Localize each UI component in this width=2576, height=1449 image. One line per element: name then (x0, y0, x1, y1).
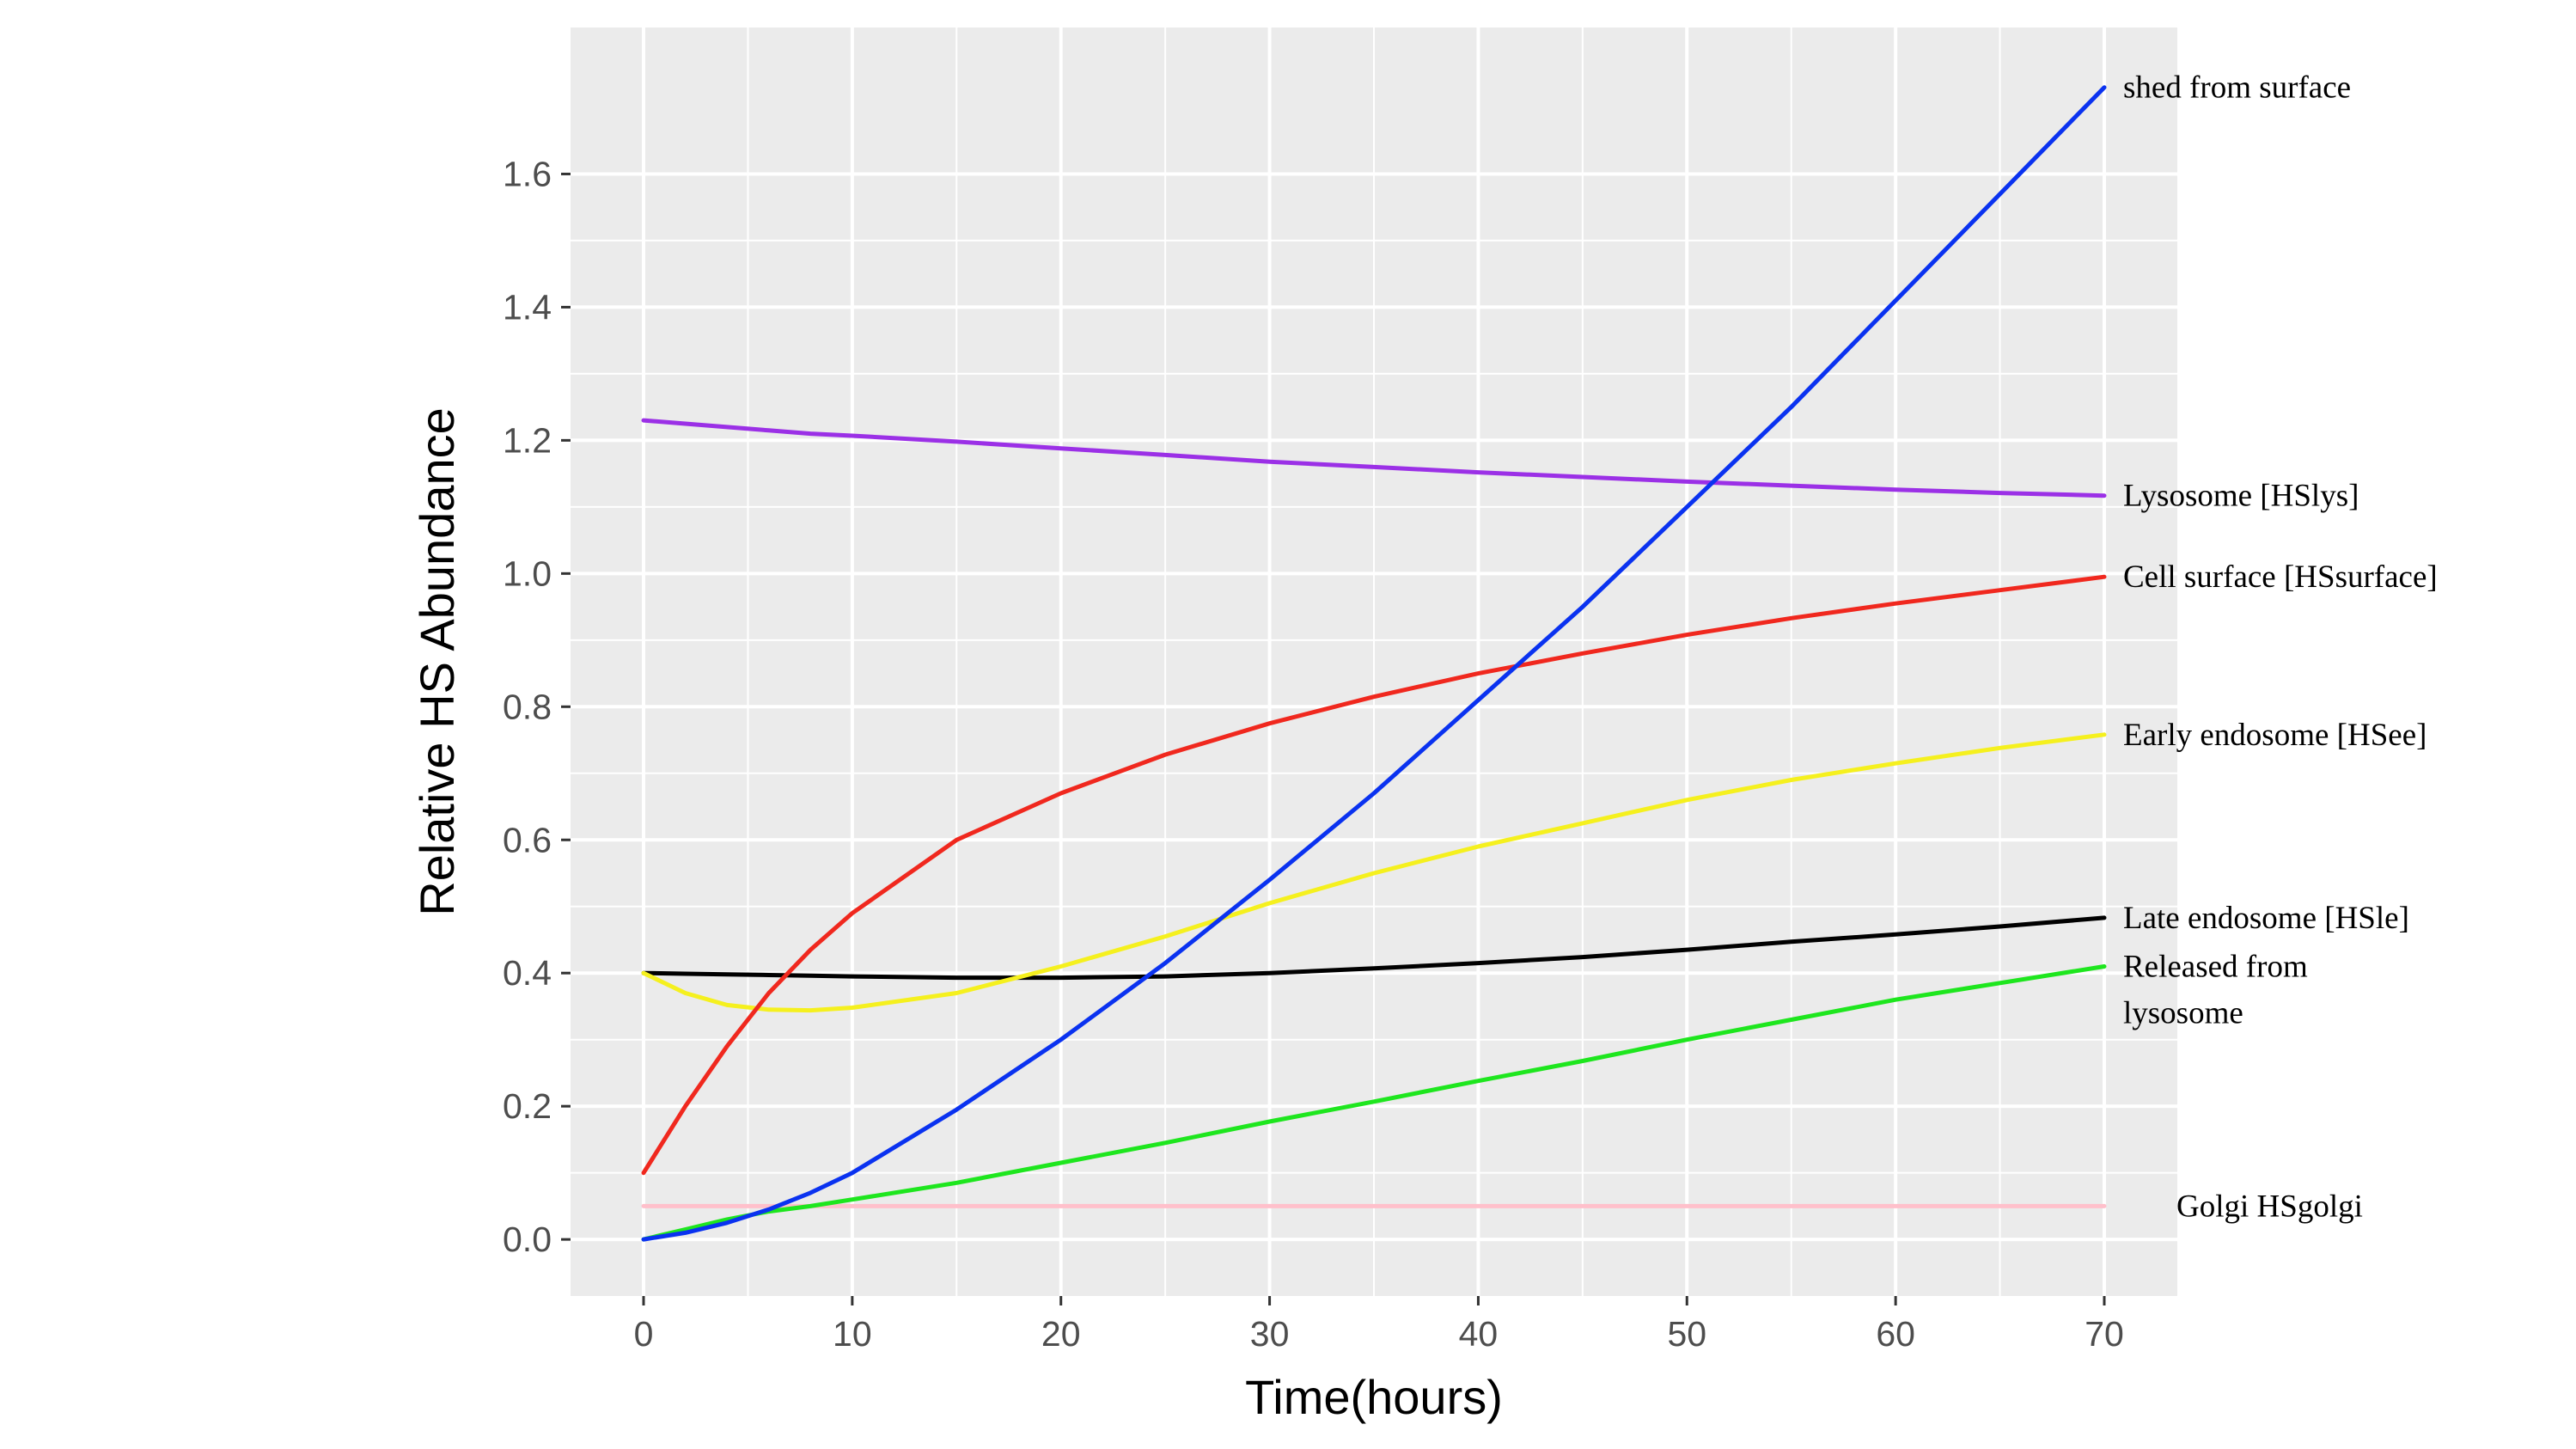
y-tick-label: 1.0 (503, 553, 552, 593)
series-line (641, 85, 2107, 1242)
series-label: Golgi HSgolgi (2176, 1189, 2363, 1224)
minor-gridlines (571, 28, 2177, 1296)
x-tick-label: 20 (1041, 1314, 1081, 1354)
y-axis: 0.0 0.2 0.4 0.6 0.8 1.0 1.2 1.4 1.6 (503, 154, 571, 1259)
series-line (641, 915, 2107, 981)
y-tick-label: 0.6 (503, 820, 552, 859)
x-axis-title: Time(hours) (1245, 1370, 1503, 1424)
y-tick-label: 0.8 (503, 687, 552, 726)
x-tick-label: 60 (1876, 1314, 1915, 1354)
series-label: shed from surface (2123, 70, 2351, 106)
series-labels: shed from surface Lysosome [HSlys] Cell su… (2123, 70, 2438, 1225)
series-line (641, 574, 2107, 1176)
series-line (641, 418, 2107, 498)
y-tick-label: 0.0 (503, 1220, 552, 1259)
y-tick-label: 1.2 (503, 420, 552, 460)
x-tick-label: 30 (1250, 1314, 1290, 1354)
series-label: Cell surface [HSsurface] (2123, 559, 2438, 595)
series-label: Lysosome [HSlys] (2123, 479, 2359, 514)
x-tick-label: 50 (1667, 1314, 1706, 1354)
y-axis-title: Relative HS Abundance (410, 407, 464, 916)
x-tick-label: 40 (1459, 1314, 1499, 1354)
y-tick-label: 1.4 (503, 287, 552, 327)
x-tick-label: 0 (634, 1314, 654, 1354)
y-tick-label: 0.2 (503, 1086, 552, 1126)
x-tick-label: 10 (833, 1314, 872, 1354)
series-lines (641, 85, 2107, 1242)
major-gridlines (571, 28, 2177, 1296)
series-label: Late endosome [HSle] (2123, 901, 2409, 936)
series-label: Released from lysosome (2123, 949, 2308, 1030)
series-label: Early endosome [HSee] (2123, 718, 2426, 753)
y-tick-label: 1.6 (503, 154, 552, 193)
y-tick-label: 0.4 (503, 953, 552, 993)
x-tick-label: 70 (2085, 1314, 2124, 1354)
x-axis: 0 10 20 30 40 50 60 70 (634, 1296, 2124, 1354)
